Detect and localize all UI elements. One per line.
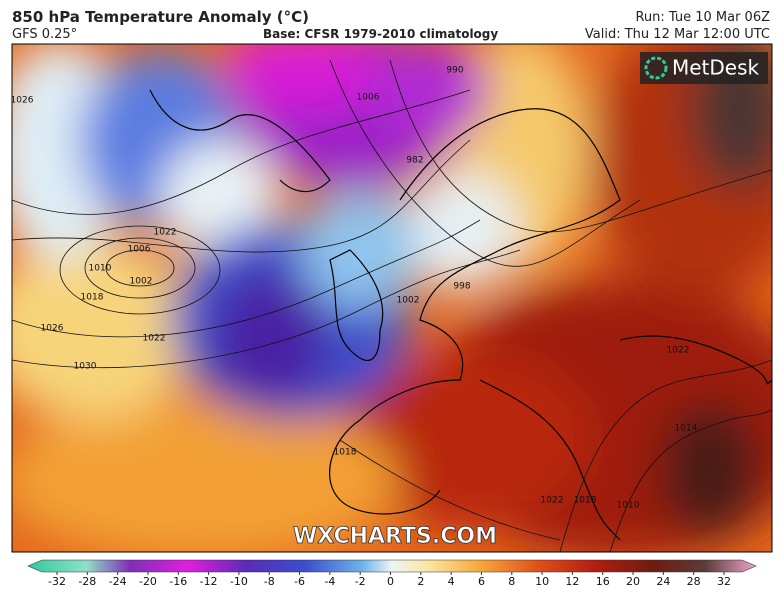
model-name: GFS 0.25° <box>12 27 78 42</box>
isobar-label: 982 <box>406 156 423 166</box>
coastlines <box>149 89 772 541</box>
colorbar-tick-label: -2 <box>355 575 366 588</box>
colorbar-tick-label: 2 <box>417 575 424 588</box>
colorbar-tick-label: -4 <box>324 575 335 588</box>
anomaly-field: 1026 1022 1006 1010 1002 1018 1026 1022 … <box>11 44 772 552</box>
colorbar-tick-label: -28 <box>78 575 96 588</box>
isobar-label: 1022 <box>541 496 564 506</box>
isobar-label: 1022 <box>154 228 177 238</box>
colorbar-tick-label: 24 <box>656 575 670 588</box>
colorbar-tick-label: 10 <box>535 575 549 588</box>
isobar-label: 1002 <box>397 296 420 306</box>
colorbar-tick-label: 0 <box>387 575 394 588</box>
colorbar-tick-label: -10 <box>230 575 248 588</box>
isobar-label: 1030 <box>74 362 97 372</box>
colorbar-tick-label: 4 <box>448 575 455 588</box>
colorbar-tick-label: -16 <box>169 575 187 588</box>
base-climatology: Base: CFSR 1979-2010 climatology <box>263 27 499 41</box>
watermark: WXCHARTS.COM <box>293 524 497 549</box>
logo: MetDesk <box>640 52 768 84</box>
colorbar-tick-label: -20 <box>139 575 157 588</box>
logo-text: MetDesk <box>672 56 760 80</box>
colorbar-tick-label: 12 <box>565 575 579 588</box>
isobar-label: 1026 <box>41 324 64 334</box>
isobar-label: 1006 <box>128 245 151 255</box>
colorbar <box>27 559 757 573</box>
map-title: 850 hPa Temperature Anomaly (°C) <box>12 8 309 26</box>
colorbar-tick-label: 6 <box>478 575 485 588</box>
colorbar-tick-label: -6 <box>294 575 305 588</box>
colorbar-tick-label: -32 <box>48 575 66 588</box>
isobar-label: 1010 <box>89 264 112 274</box>
isobar-label: 1018 <box>574 496 597 506</box>
isobar-label: 990 <box>446 66 463 76</box>
isobar-label: 1022 <box>667 346 690 356</box>
colorbar-tick-label: -8 <box>264 575 275 588</box>
isobar-label: 1022 <box>143 334 166 344</box>
colorbar-tick-label: 20 <box>626 575 640 588</box>
colorbar-ticks: -32 -28 -24 -20 -16 -12 -10 -8 -6 -4 -2 0 2 4 6 8 10 12 16… <box>48 572 731 588</box>
isobar-label: 1018 <box>81 293 104 303</box>
colorbar-tick-label: 8 <box>508 575 515 588</box>
map-frame <box>11 43 773 553</box>
isobar-label: 998 <box>453 282 470 292</box>
run-time: Run: Tue 10 Mar 06Z <box>635 10 770 25</box>
isobar-label: 1026 <box>11 96 34 106</box>
colorbar-tick-label: -24 <box>109 575 127 588</box>
colorbar-tick-label: 32 <box>717 575 731 588</box>
colorbar-tick-label: 28 <box>687 575 701 588</box>
colorbar-tick-label: -12 <box>200 575 218 588</box>
isobar-label: 1014 <box>675 424 698 434</box>
isobar-label: 1018 <box>334 448 357 458</box>
isobar-label: 1010 <box>617 501 640 511</box>
valid-time: Valid: Thu 12 Mar 12:00 UTC <box>584 27 770 42</box>
isobar-label: 1002 <box>130 277 153 287</box>
isobar-labels: 1026 1022 1006 1010 1002 1018 1026 1022 … <box>11 66 698 511</box>
isobar-label: 1006 <box>357 93 380 103</box>
colorbar-tick-label: 16 <box>596 575 610 588</box>
isobar-lines <box>12 59 772 552</box>
